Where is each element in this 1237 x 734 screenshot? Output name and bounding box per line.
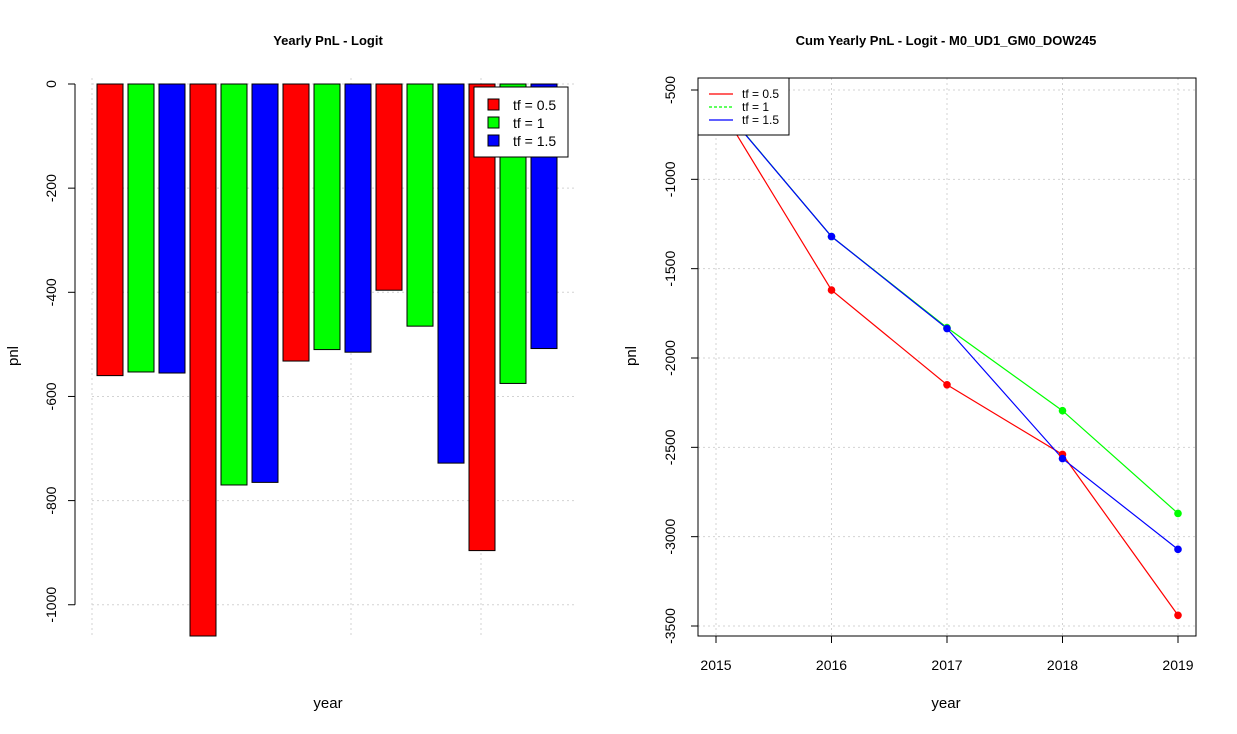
line-y-tick-label: -1500 xyxy=(662,251,678,287)
line-x-tick-label: 2018 xyxy=(1047,657,1078,673)
line-y-tick-label: -3000 xyxy=(662,519,678,555)
bar-y-tick-label: -400 xyxy=(43,278,59,306)
bar xyxy=(437,83,465,464)
line-legend-label: tf = 1.5 xyxy=(742,113,779,127)
line-x-tick-label: 2016 xyxy=(816,657,847,673)
bar xyxy=(158,83,186,374)
bar xyxy=(127,83,155,373)
line-y-tick-label: -500 xyxy=(662,76,678,104)
line-y-tick-label: -2500 xyxy=(662,429,678,465)
bar xyxy=(468,83,496,552)
line-chart-plot-box xyxy=(697,77,1197,637)
series-point xyxy=(827,232,836,241)
bar-legend-label: tf = 0.5 xyxy=(513,97,556,113)
bar xyxy=(220,83,248,486)
bar-chart-title: Yearly PnL - Logit xyxy=(273,33,383,48)
line-legend-label: tf = 0.5 xyxy=(742,87,779,101)
line-legend-box xyxy=(697,77,790,136)
line-chart-xlabel: year xyxy=(931,695,960,712)
series-point xyxy=(943,381,951,389)
bar-legend-label: tf = 1.5 xyxy=(513,133,556,149)
series-point xyxy=(1174,611,1182,620)
line-legend-label: tf = 1 xyxy=(742,100,769,114)
line-chart-title: Cum Yearly PnL - Logit - M0_UD1_GM0_DOW2… xyxy=(796,33,1097,48)
bar-y-tick-label: -800 xyxy=(43,486,59,514)
series-point xyxy=(1058,406,1067,415)
bar-legend-swatch xyxy=(487,134,500,147)
bar-y-tick-label: -200 xyxy=(43,174,59,202)
line-chart-ylabel: pnl xyxy=(623,346,640,366)
bar xyxy=(282,83,310,362)
series-point xyxy=(1174,509,1182,518)
bar xyxy=(313,83,341,351)
bar-chart-ylabel: pnl xyxy=(5,346,22,366)
series-point xyxy=(943,324,951,333)
bar-legend-swatch xyxy=(487,98,500,111)
bar-y-tick-label: 0 xyxy=(43,80,59,88)
bar xyxy=(251,83,279,483)
series-point xyxy=(827,286,836,294)
bar xyxy=(406,83,434,327)
line-y-tick-label: -3500 xyxy=(662,608,678,644)
series-line xyxy=(715,99,1179,514)
line-x-tick-label: 2015 xyxy=(700,657,731,673)
line-x-tick-label: 2019 xyxy=(1162,657,1193,673)
line-x-tick-label: 2017 xyxy=(931,657,962,673)
bar-chart-legend: tf = 0.5 tf = 1 tf = 1.5 xyxy=(473,86,569,158)
bar xyxy=(189,83,217,637)
bar xyxy=(375,83,403,291)
bar xyxy=(96,83,124,377)
line-chart-legend: tf = 0.5tf = 1tf = 1.5 xyxy=(697,77,790,136)
bar-legend-swatch xyxy=(487,116,500,129)
bar-chart-xlabel: year xyxy=(313,695,342,712)
series-point xyxy=(1058,454,1067,463)
line-y-tick-label: -1000 xyxy=(662,161,678,197)
bar-y-tick-label: -1000 xyxy=(43,587,59,623)
bar-y-tick-label: -600 xyxy=(43,382,59,410)
line-y-tick-label: -2000 xyxy=(662,340,678,376)
bar-legend-label: tf = 1 xyxy=(513,115,545,131)
series-point xyxy=(1174,545,1182,554)
bar xyxy=(344,83,372,353)
